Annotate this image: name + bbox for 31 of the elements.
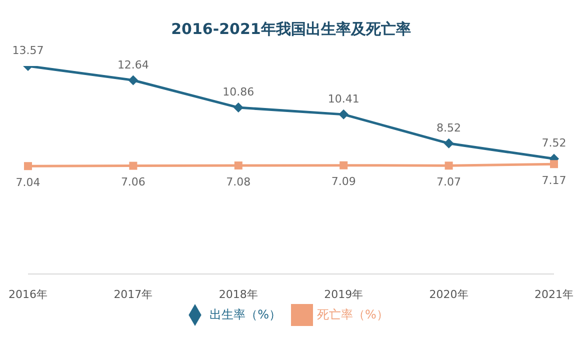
data-label: 8.52 (436, 121, 462, 134)
data-label: 7.08 (226, 175, 251, 188)
data-label: 10.41 (328, 92, 360, 106)
point (234, 161, 242, 170)
data-label: 7.06 (120, 176, 146, 189)
chart-title: 2016-2021年我国出生率及死亡率 (170, 20, 412, 39)
data-label: 7.17 (542, 174, 566, 187)
point (444, 138, 454, 148)
x-tick-label: 2020年 (429, 288, 468, 301)
point (550, 160, 558, 168)
point (340, 161, 348, 170)
data-label: 7.04 (16, 176, 40, 189)
data-label: 10.86 (222, 86, 254, 99)
x-tick-label: 2021年 (534, 288, 574, 301)
point (129, 162, 138, 170)
data-label: 12.64 (117, 58, 149, 72)
data-label: 7.07 (436, 175, 462, 188)
data-label: 7.09 (331, 175, 356, 188)
x-tick-label: 2017年 (114, 288, 153, 301)
point (128, 75, 138, 86)
x-tick-label: 2018年 (218, 288, 258, 301)
x-tick-label: 2019年 (324, 288, 364, 301)
point (24, 162, 32, 170)
legend-label: 死亡率（%） (317, 307, 388, 322)
x-tick-label: 2016年 (8, 288, 48, 301)
point (233, 102, 244, 113)
data-label: 7.52 (542, 136, 566, 150)
data-label: 13.57 (12, 44, 44, 57)
point (444, 162, 453, 170)
point (338, 109, 349, 120)
legend-label: 出生率（%） (210, 307, 281, 322)
